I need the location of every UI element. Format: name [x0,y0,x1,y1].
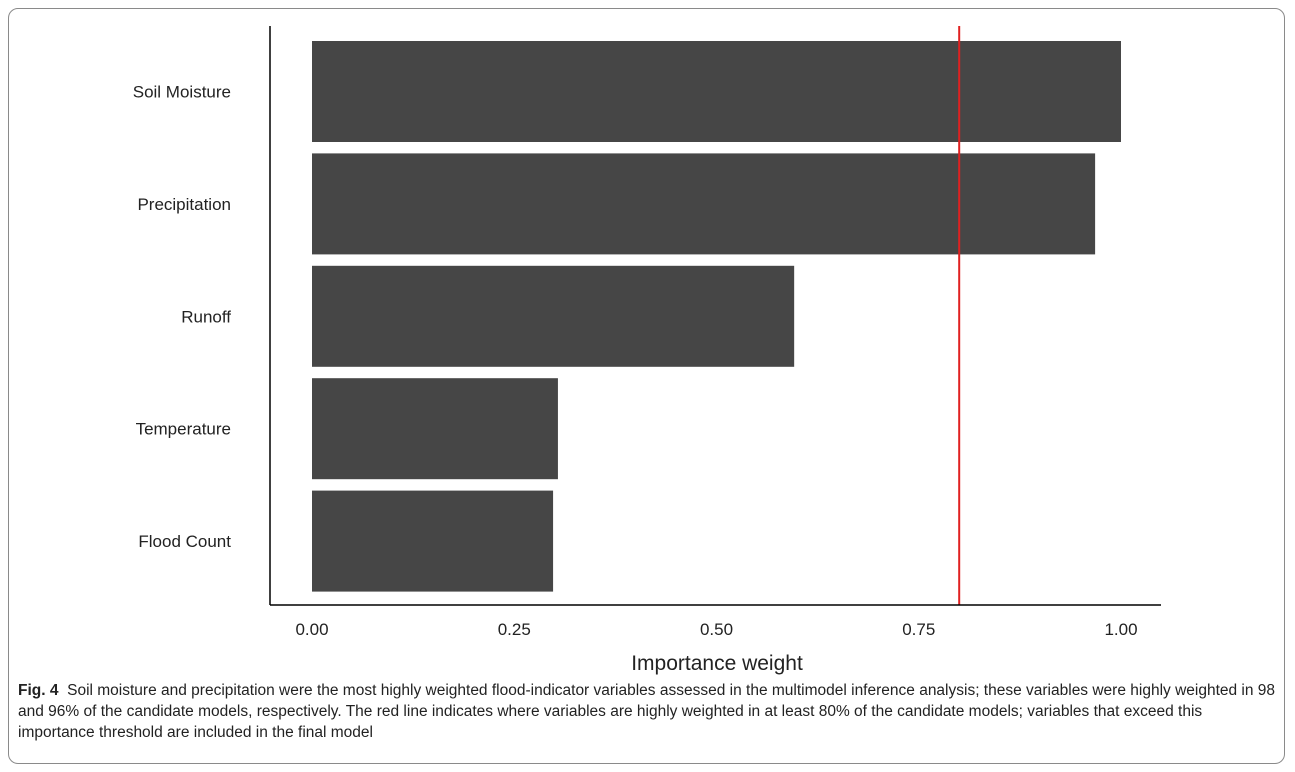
bar-precipitation [312,153,1096,255]
bar-flood-count [312,490,554,592]
x-tick-label: 0.00 [295,620,328,639]
bar-temperature [312,378,558,480]
x-tick-label: 0.25 [498,620,531,639]
x-tick-labels: 0.00 0.25 0.50 0.75 1.00 [295,620,1137,639]
x-axis-label: Importance weight [631,652,803,675]
category-label: Soil Moisture [133,83,231,102]
bars-group [312,41,1121,592]
category-label: Precipitation [137,195,231,214]
category-label: Runoff [181,307,231,326]
bar-soil-moisture [312,41,1121,142]
category-label: Temperature [136,420,231,439]
caption-text: Soil moisture and precipitation were the… [18,682,1276,741]
caption-label: Fig. 4 [18,682,59,699]
x-tick-label: 1.00 [1104,620,1137,639]
category-labels: Soil Moisture Precipitation Runoff Temperat… [133,83,232,552]
bar-chart: Soil Moisture Precipitation Runoff Temperat… [133,26,1161,675]
x-tick-label: 0.50 [700,620,733,639]
x-tick-label: 0.75 [902,620,935,639]
bar-runoff [312,265,795,367]
figure-caption: Fig. 4 Soil moisture and precipitation w… [18,680,1280,743]
category-label: Flood Count [138,532,231,551]
